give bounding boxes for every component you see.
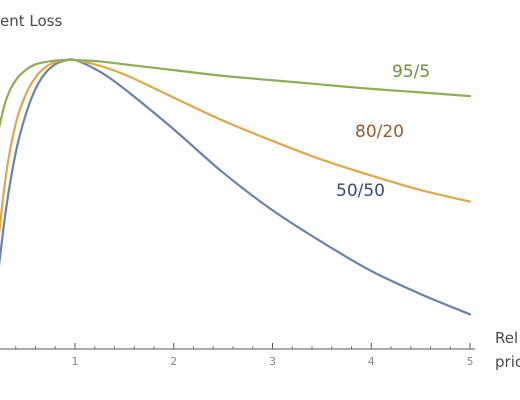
series-label-80-20: 80/20 (355, 122, 404, 142)
series-label-95-5: 95/5 (392, 62, 430, 82)
x-tick-label: 1 (72, 355, 79, 368)
x-tick-label: 4 (368, 355, 375, 368)
x-tick-label: 2 (170, 355, 177, 368)
y-axis-label: ent Loss (0, 12, 62, 30)
x-tick-labels: 1 2 3 4 5 (72, 355, 474, 368)
series-label-50-50: 50/50 (336, 181, 385, 201)
series-line-95-5 (0, 58, 472, 129)
series-labels: 95/5 80/20 50/50 (336, 62, 430, 201)
series-line-80-20 (0, 58, 472, 236)
x-minor-ticks (15, 346, 451, 349)
x-major-ticks (74, 343, 471, 349)
series-lines (0, 58, 472, 316)
x-tick-label: 3 (269, 355, 276, 368)
x-tick-label: 5 (467, 355, 474, 368)
series-line-50-50 (0, 58, 472, 316)
x-axis-label-line2: pric (495, 353, 520, 371)
x-axis-label-line1: Rel (495, 329, 518, 347)
